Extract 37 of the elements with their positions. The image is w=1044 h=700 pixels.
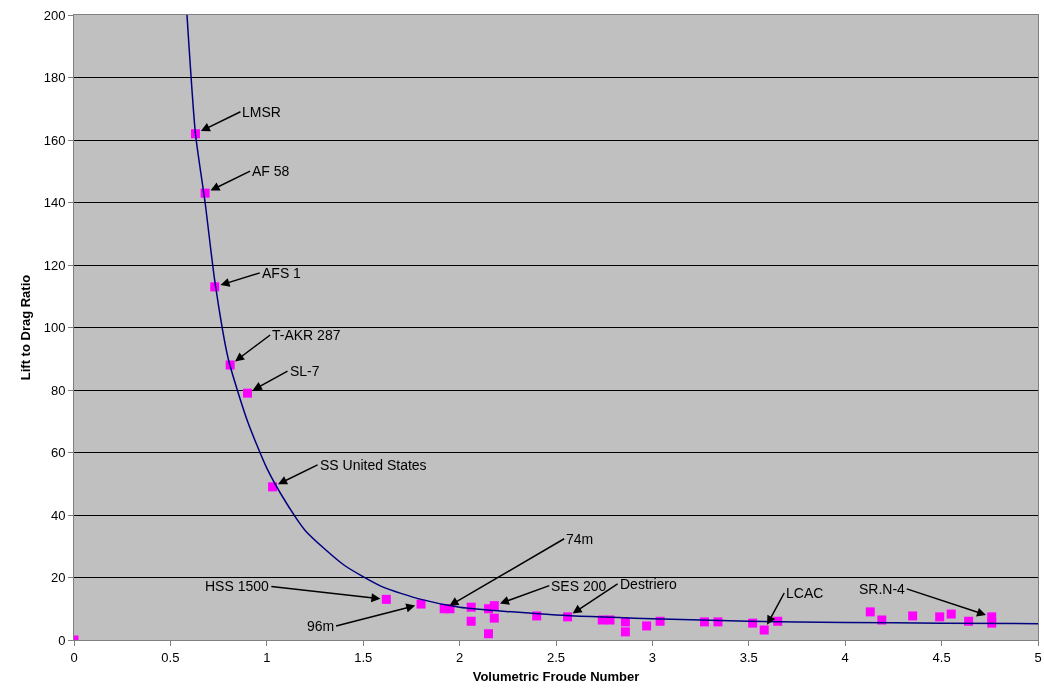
- x-tick-label: 1.5: [354, 649, 373, 665]
- annotation: 96m: [307, 618, 335, 634]
- x-tick-label: 4.5: [932, 649, 951, 665]
- y-tick-label: 180: [43, 70, 66, 86]
- x-tick-label: 3: [648, 649, 657, 665]
- y-tick-label: 160: [43, 132, 66, 148]
- annotation: LCAC: [786, 585, 824, 601]
- annotation: HSS 1500: [205, 578, 270, 594]
- annotation: SES 200: [551, 578, 607, 594]
- annotation: LMSR: [242, 104, 281, 120]
- annotation: Destriero: [620, 576, 678, 592]
- annotation: SR.N-4: [859, 581, 906, 597]
- x-tick-label: 2.5: [546, 649, 566, 665]
- x-tick-label: 0.5: [161, 649, 180, 665]
- x-tick-label: 3.5: [739, 649, 758, 665]
- annotation: AFS 1: [262, 265, 302, 281]
- y-tick-label: 100: [43, 320, 66, 336]
- y-axis-title: Lift to Drag Ratio: [17, 274, 33, 381]
- y-tick-label: 120: [43, 257, 66, 273]
- x-tick-label: 2: [455, 649, 464, 665]
- annotation: T-AKR 287: [272, 327, 341, 343]
- annotation: SL-7: [290, 363, 320, 379]
- x-tick-label: 1: [263, 649, 271, 665]
- y-tick-label: 140: [43, 195, 66, 211]
- y-tick-label: 80: [50, 382, 66, 398]
- y-tick-label: 200: [43, 7, 66, 23]
- annotation: SS United States: [320, 457, 427, 473]
- y-tick-label: 60: [50, 445, 66, 461]
- y-tick-label: 0: [58, 632, 66, 648]
- y-tick-label: 20: [50, 570, 66, 586]
- x-axis-title: Volumetric Froude Number: [472, 669, 640, 685]
- annotation: AF 58: [252, 163, 290, 179]
- x-tick-label: 0: [70, 649, 78, 665]
- y-tick-label: 40: [50, 507, 66, 523]
- x-tick-label: 4: [841, 649, 849, 665]
- annotation: 74m: [566, 531, 594, 547]
- x-tick-label: 5: [1034, 649, 1042, 665]
